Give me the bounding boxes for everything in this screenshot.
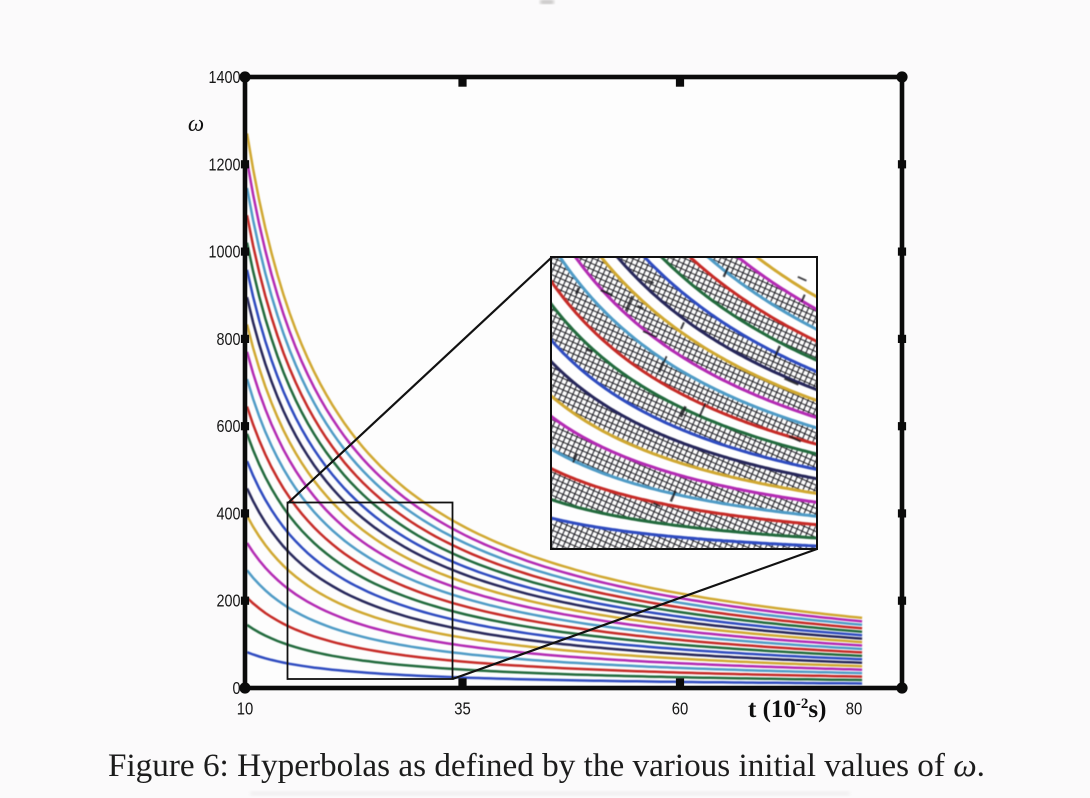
svg-text:600: 600 [217,416,241,436]
svg-text:800: 800 [217,329,241,349]
svg-text:1400: 1400 [209,67,241,87]
svg-text:35: 35 [454,699,471,719]
svg-text:1000: 1000 [209,242,241,262]
svg-text:10: 10 [237,699,254,719]
svg-text:400: 400 [217,503,241,523]
svg-text:60: 60 [672,699,689,719]
svg-text:200: 200 [217,591,241,611]
svg-text:t (10-2s): t (10-2s) [748,696,826,723]
svg-text:80: 80 [846,699,863,719]
svg-text:Figure 6: Hyperbolas as define: Figure 6: Hyperbolas as defined by the v… [108,748,985,784]
svg-text:ω: ω [188,111,204,136]
svg-text:0: 0 [233,678,241,698]
svg-text:1200: 1200 [209,154,241,174]
